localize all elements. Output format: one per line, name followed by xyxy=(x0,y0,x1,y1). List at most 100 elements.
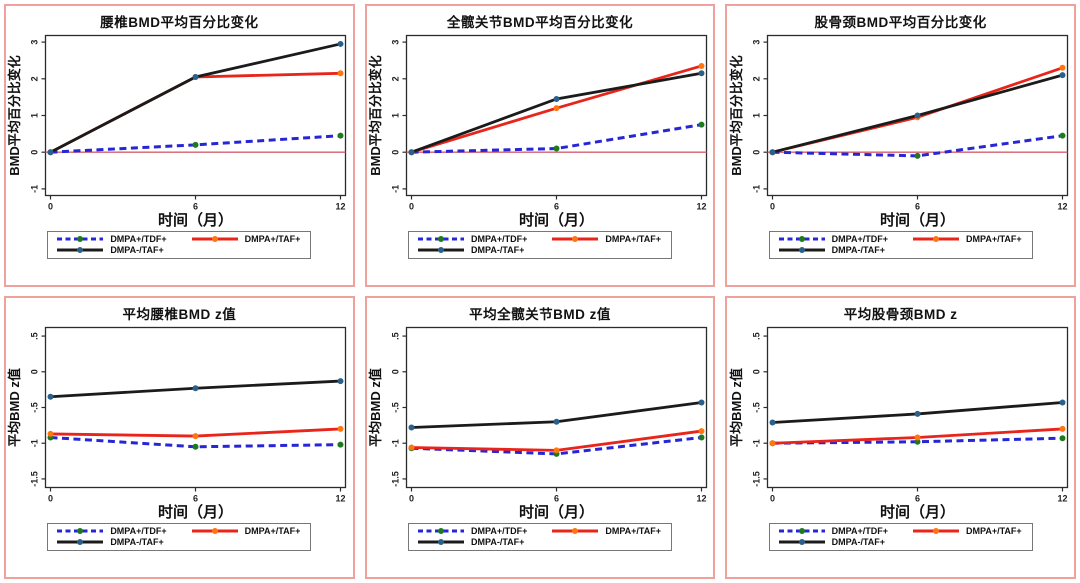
legend-row: DMPA-/TAF+ xyxy=(56,537,164,547)
series-line-tdf xyxy=(411,123,702,154)
y-tick-label: -.5 xyxy=(751,402,761,413)
data-point-dmpa_taf xyxy=(698,70,705,77)
legend-label: DMPA-/TAF+ xyxy=(110,245,164,255)
legend-label: DMPA+/TDF+ xyxy=(110,526,167,536)
legend-line-sample-dmpa_taf xyxy=(417,247,464,253)
data-point-tdf xyxy=(192,443,199,450)
x-axis-label: 时间（月） xyxy=(158,503,233,521)
legend-item-taf: DMPA+/TAF+ xyxy=(551,526,661,536)
legend-label: DMPA+/TDF+ xyxy=(470,234,528,244)
y-tick-label: -1 xyxy=(390,185,400,193)
y-tick-label: .5 xyxy=(751,332,761,340)
chart-panel-femoralneck-pct-change: 股骨颈BMD平均百分比变化 3 2 1 0 -1 0 6 12 BMD平均百分比变化 时间（月） DM… xyxy=(725,4,1076,287)
data-point-dmpa_taf xyxy=(337,40,344,47)
y-tick-label: .5 xyxy=(30,332,40,340)
x-tick-label: 6 xyxy=(915,202,920,212)
legend-marker-dot xyxy=(211,236,218,242)
y-tick-label: -1.5 xyxy=(751,471,761,487)
data-point-tdf xyxy=(553,145,560,152)
legend-line-sample-dmpa_taf xyxy=(57,539,104,545)
legend-line-sample-taf xyxy=(912,528,959,534)
legend-line-sample-taf xyxy=(191,236,238,242)
data-point-dmpa_taf xyxy=(47,149,54,156)
data-point-tdf xyxy=(698,121,705,128)
chart-title: 平均股骨颈BMD z xyxy=(843,307,958,322)
legend-item-taf: DMPA+/TAF+ xyxy=(551,234,661,244)
legend-marker-dot xyxy=(798,539,805,545)
data-point-dmpa_taf xyxy=(47,393,54,400)
data-point-dmpa_taf xyxy=(553,95,560,102)
legend-label: DMPA+/TAF+ xyxy=(605,234,661,244)
x-tick-label: 12 xyxy=(1057,494,1067,504)
x-tick-label: 12 xyxy=(336,202,346,212)
legend-marker-dot xyxy=(798,528,805,534)
y-tick-label: -.5 xyxy=(30,402,40,413)
data-point-dmpa_taf xyxy=(914,410,921,417)
y-tick-label: 2 xyxy=(390,76,400,81)
data-point-taf xyxy=(192,433,199,440)
chart-panel-lumbar-zscore: 平均腰椎BMD z值 .5 0 -.5 -1 -1.5 0 6 12 平均BMD z值 时间（月） D… xyxy=(4,296,355,579)
y-tick-label: 0 xyxy=(390,150,400,155)
plot-frame xyxy=(405,34,708,197)
chart-legend: DMPA+/TDF+ DMPA+/TAF+ DMPA-/TAF+ xyxy=(768,523,1033,551)
data-point-dmpa_taf xyxy=(192,73,199,80)
legend-row: DMPA-/TAF+ xyxy=(417,537,524,547)
legend-marker-dot xyxy=(798,247,805,253)
legend-label: DMPA+/TDF+ xyxy=(470,526,528,536)
legend-line-sample-taf xyxy=(191,528,238,534)
legend-marker-dot xyxy=(77,539,84,545)
data-point-taf xyxy=(769,440,776,447)
chart-legend: DMPA+/TDF+ DMPA+/TAF+ DMPA-/TAF+ xyxy=(47,523,312,551)
chart-title: 腰椎BMD平均百分比变化 xyxy=(100,15,259,30)
legend-line-sample-dmpa_taf xyxy=(57,247,104,253)
legend-marker-dot xyxy=(211,528,218,534)
y-tick-label: 1 xyxy=(390,113,400,118)
x-axis-label: 时间（月） xyxy=(158,211,233,229)
legend-item-dmpa_taf: DMPA-/TAF+ xyxy=(56,537,164,547)
legend-label: DMPA+/TDF+ xyxy=(831,234,888,244)
legend-label: DMPA-/TAF+ xyxy=(470,537,525,547)
data-point-taf xyxy=(553,105,560,112)
y-tick-label: -1.5 xyxy=(30,471,40,487)
x-tick-label: 6 xyxy=(193,202,198,212)
legend-item-tdf: DMPA+/TDF+ xyxy=(56,234,167,244)
y-tick-label: -1.5 xyxy=(390,471,400,487)
x-tick-label: 6 xyxy=(193,494,198,504)
legend-row: DMPA+/TDF+ DMPA+/TAF+ xyxy=(778,526,1022,536)
y-tick-label: 3 xyxy=(390,40,400,45)
legend-item-taf: DMPA+/TAF+ xyxy=(912,234,1022,244)
data-point-dmpa_taf xyxy=(1059,399,1066,406)
data-point-dmpa_taf xyxy=(192,385,199,392)
legend-item-dmpa_taf: DMPA-/TAF+ xyxy=(417,537,524,547)
legend-line-sample-dmpa_taf xyxy=(778,539,825,545)
legend-label: DMPA+/TAF+ xyxy=(965,526,1022,536)
x-tick-label: 0 xyxy=(770,202,775,212)
data-point-dmpa_taf xyxy=(553,418,560,425)
y-tick-label: .5 xyxy=(390,332,400,340)
x-tick-label: 0 xyxy=(770,494,775,504)
legend-line-sample-taf xyxy=(552,236,599,242)
chart-panel-totalhip-pct-change: 全髋关节BMD平均百分比变化 3 2 1 0 -1 0 6 12 BMD平均百分比变化 时间（月） D… xyxy=(364,4,716,287)
x-tick-label: 6 xyxy=(915,494,920,504)
series-line-tdf xyxy=(772,134,1063,158)
legend-line-sample-dmpa_taf xyxy=(778,247,825,253)
legend-item-taf: DMPA+/TAF+ xyxy=(912,526,1022,536)
data-point-tdf xyxy=(914,438,921,445)
legend-marker-dot xyxy=(437,528,444,534)
chart-title: 全髋关节BMD平均百分比变化 xyxy=(446,15,634,30)
legend-row: DMPA-/TAF+ xyxy=(56,245,164,255)
legend-row: DMPA+/TDF+ DMPA+/TAF+ xyxy=(56,526,300,536)
legend-label: DMPA+/TDF+ xyxy=(831,526,888,536)
y-axis-label: 平均BMD z值 xyxy=(368,368,383,447)
x-tick-label: 12 xyxy=(696,494,706,504)
y-tick-label: 3 xyxy=(751,40,761,45)
data-point-dmpa_taf xyxy=(698,399,705,406)
legend-row: DMPA+/TDF+ DMPA+/TAF+ xyxy=(56,234,300,244)
data-point-taf xyxy=(914,434,921,441)
chart-title: 股骨颈BMD平均百分比变化 xyxy=(814,15,987,30)
legend-marker-dot xyxy=(932,528,939,534)
